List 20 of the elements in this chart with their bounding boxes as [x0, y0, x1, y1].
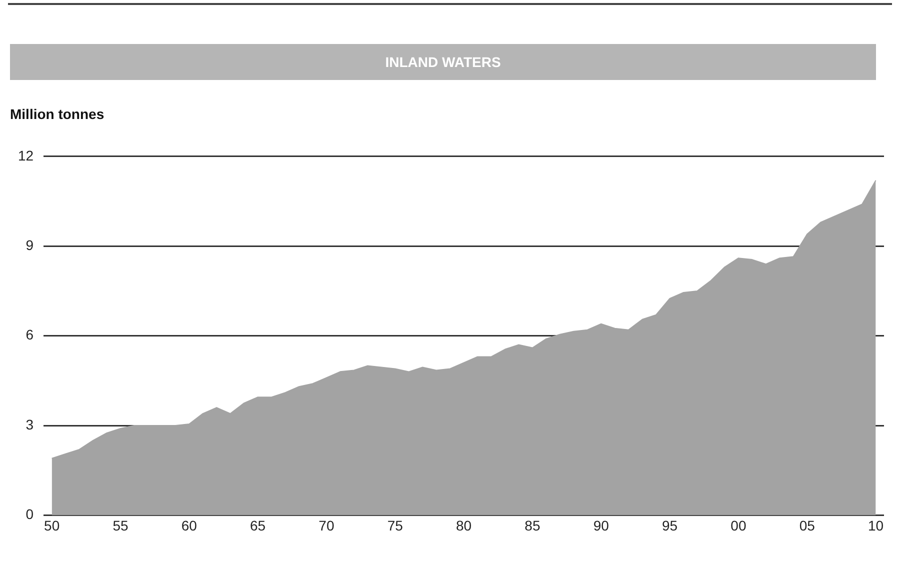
chart-title: INLAND WATERS [10, 44, 876, 80]
x-tick-label: 80 [456, 517, 472, 534]
y-tick-label: 6 [26, 326, 34, 343]
x-tick-label: 60 [181, 517, 198, 534]
x-tick-label: 90 [593, 517, 610, 534]
y-axis-title: Million tonnes [10, 106, 104, 122]
x-tick-label: 55 [112, 517, 128, 534]
x-tick-label: 00 [730, 517, 746, 534]
x-tick-label: 50 [44, 517, 60, 534]
x-tick-label: 65 [250, 517, 266, 534]
y-tick-label: 9 [26, 236, 34, 253]
x-tick-label: 95 [662, 517, 678, 534]
x-tick-label: 85 [524, 517, 540, 534]
x-tick-label: 05 [799, 517, 816, 534]
y-tick-label: 12 [18, 147, 34, 164]
y-tick-label: 0 [26, 506, 34, 522]
y-tick-label: 3 [26, 416, 34, 432]
x-tick-label: 70 [318, 517, 334, 534]
x-tick-label: 10 [868, 517, 884, 534]
x-tick-label: 75 [387, 517, 404, 534]
